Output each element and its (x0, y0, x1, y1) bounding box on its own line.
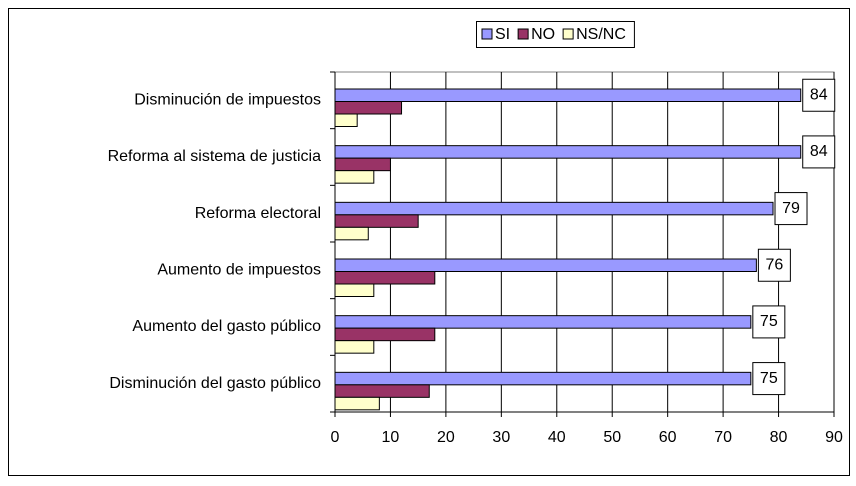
legend-swatch (562, 28, 574, 40)
legend-label: NO (531, 26, 555, 43)
bar (334, 157, 391, 172)
x-tick-label: 70 (714, 429, 732, 446)
bar (334, 113, 358, 127)
data-label: 75 (760, 370, 778, 387)
x-tick-label: 20 (437, 429, 455, 446)
bar (334, 371, 752, 386)
data-label: 79 (782, 200, 800, 217)
x-tick-label: 40 (548, 429, 566, 446)
y-tick-label: Reforma electoral (195, 205, 321, 222)
bar (334, 88, 802, 102)
bar (334, 384, 430, 398)
data-label-box (757, 248, 791, 282)
legend-box (476, 21, 635, 48)
y-tick-label: Disminución del gasto público (109, 375, 321, 392)
y-tick-label: Reforma al sistema de justicia (108, 148, 322, 165)
legend-label: NS/NC (576, 26, 626, 43)
bar (334, 170, 375, 184)
data-label-box (774, 192, 808, 226)
x-tick-label: 0 (331, 429, 340, 446)
bar (334, 283, 375, 297)
x-tick-label: 90 (825, 429, 843, 446)
x-tick-label: 60 (659, 429, 677, 446)
bar (334, 340, 375, 354)
bar (334, 201, 774, 216)
bar (334, 315, 752, 329)
legend-swatch (481, 28, 493, 40)
bar (334, 214, 419, 228)
x-tick-label: 80 (770, 429, 788, 446)
data-label: 76 (765, 256, 783, 273)
data-label-box (752, 362, 786, 396)
y-tick-label: Aumento de impuestos (157, 262, 321, 279)
data-label-box (752, 305, 786, 339)
bar (334, 258, 757, 272)
data-label: 84 (810, 86, 828, 103)
x-tick-label: 10 (382, 429, 400, 446)
x-tick-label: 30 (492, 429, 510, 446)
legend-label: SI (495, 26, 510, 43)
data-label: 75 (760, 313, 778, 330)
y-tick-label: Disminución de impuestos (134, 92, 321, 109)
bar (334, 327, 436, 342)
bar (334, 396, 380, 411)
bar (334, 101, 403, 115)
data-label: 84 (810, 143, 828, 160)
bar (334, 226, 369, 241)
y-tick-label: Aumento del gasto público (132, 318, 321, 335)
x-tick-label: 50 (603, 429, 621, 446)
data-label-box (802, 135, 836, 169)
bar (334, 145, 802, 159)
legend-swatch (517, 28, 529, 40)
data-label-box (802, 78, 836, 112)
bar (334, 271, 436, 285)
plot-area (334, 71, 835, 413)
